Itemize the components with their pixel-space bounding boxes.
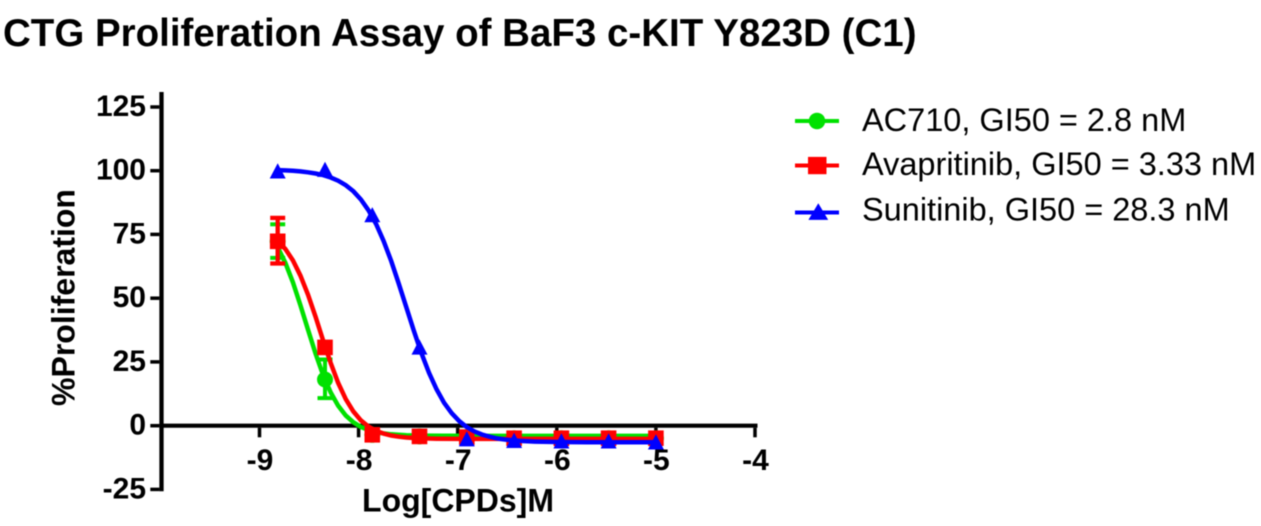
svg-text:-4: -4 — [742, 444, 769, 477]
svg-text:-6: -6 — [544, 444, 571, 477]
svg-text:CTG Proliferation Assay of BaF: CTG Proliferation Assay of BaF3 c-KIT Y8… — [3, 12, 917, 55]
svg-text:125: 125 — [96, 90, 146, 123]
svg-text:AC710, GI50 = 2.8 nM: AC710, GI50 = 2.8 nM — [862, 102, 1186, 138]
svg-text:0: 0 — [129, 409, 146, 442]
svg-text:-9: -9 — [247, 444, 274, 477]
svg-text:Avapritinib, GI50 = 3.33 nM: Avapritinib, GI50 = 3.33 nM — [862, 146, 1256, 182]
svg-text:-5: -5 — [643, 444, 670, 477]
svg-text:100: 100 — [96, 154, 146, 187]
svg-text:-7: -7 — [445, 444, 472, 477]
svg-text:75: 75 — [113, 217, 146, 250]
svg-text:-8: -8 — [346, 444, 373, 477]
svg-text:25: 25 — [113, 345, 146, 378]
svg-text:Sunitinib, GI50 = 28.3 nM: Sunitinib, GI50 = 28.3 nM — [862, 191, 1230, 227]
svg-text:Log[CPDs]M: Log[CPDs]M — [362, 482, 554, 518]
svg-text:50: 50 — [113, 281, 146, 314]
svg-text:%Proliferation: %Proliferation — [46, 189, 82, 406]
svg-text:-25: -25 — [103, 472, 146, 505]
